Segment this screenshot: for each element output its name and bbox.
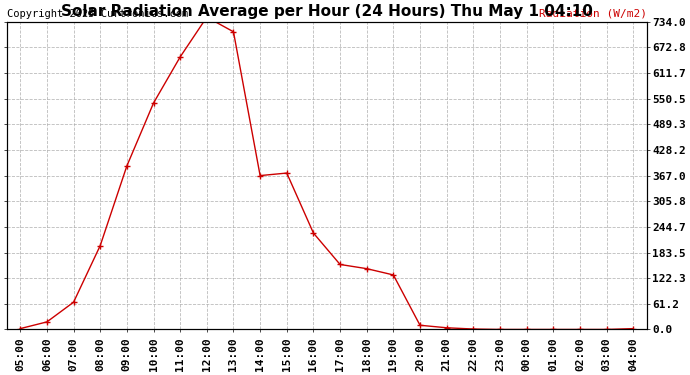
Text: Copyright 2025 Curtronics.com: Copyright 2025 Curtronics.com: [7, 9, 188, 19]
Title: Solar Radiation Average per Hour (24 Hours) Thu May 1 04:10: Solar Radiation Average per Hour (24 Hou…: [61, 4, 593, 19]
Text: Radiation (W/m2): Radiation (W/m2): [538, 9, 647, 19]
